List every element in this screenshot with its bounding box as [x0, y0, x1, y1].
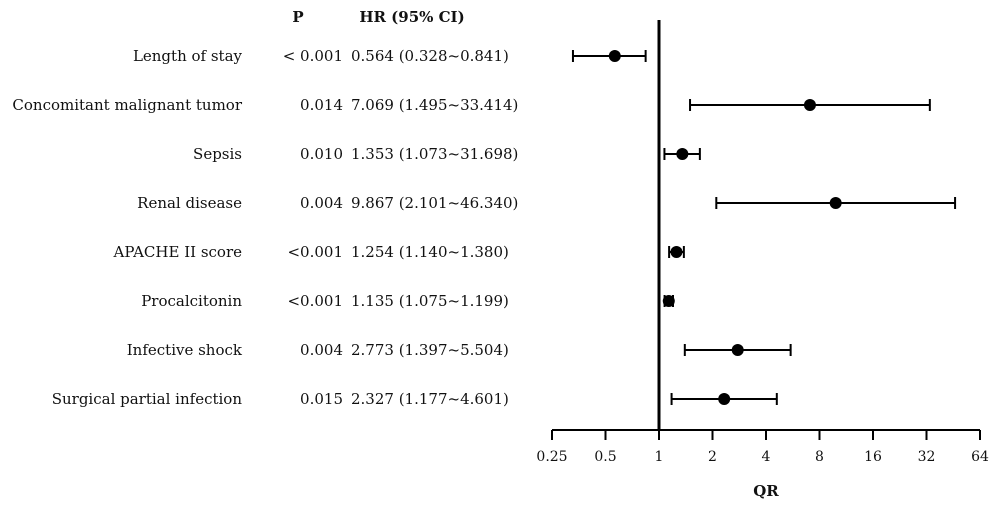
- x-axis: 0.25 0.5 1 2 4 8 16 32 64: [536, 20, 989, 465]
- forest-row: Sepsis 0.010 1.353 (1.073~31.698): [193, 145, 701, 163]
- row-p-value: 0.004: [300, 194, 343, 212]
- forest-row: Infective shock 0.004 2.773 (1.397~5.504): [127, 341, 792, 359]
- row-label: APACHE II score: [113, 243, 243, 261]
- row-hr-ci: 9.867 (2.101~46.340): [351, 194, 518, 212]
- row-hr-ci: 7.069 (1.495~33.414): [351, 96, 518, 114]
- row-label: Concomitant malignant tumor: [12, 96, 242, 114]
- row-label: Length of stay: [133, 47, 243, 65]
- rows-layer: Length of stay < 0.001 0.564 (0.328~0.841)…: [12, 47, 957, 408]
- row-p-value: <0.001: [287, 292, 343, 310]
- hr-point: [829, 197, 842, 209]
- hr-point: [670, 246, 683, 258]
- x-tick-label: 64: [971, 449, 989, 465]
- row-hr-ci: 1.254 (1.140~1.380): [351, 243, 509, 261]
- hr-point: [731, 344, 744, 356]
- row-hr-ci: 0.564 (0.328~0.841): [351, 47, 509, 65]
- x-tick-label: 2: [708, 449, 717, 465]
- forest-row: Length of stay < 0.001 0.564 (0.328~0.841): [133, 47, 647, 65]
- row-p-value: <0.001: [287, 243, 343, 261]
- hr-point: [676, 148, 689, 160]
- forest-row: Renal disease 0.004 9.867 (2.101~46.340): [137, 194, 957, 212]
- hr-point: [718, 393, 731, 405]
- row-p-value: < 0.001: [283, 47, 343, 65]
- row-hr-ci: 2.327 (1.177~4.601): [351, 390, 509, 408]
- hr-point: [608, 50, 621, 62]
- forest-row: APACHE II score <0.001 1.254 (1.140~1.380): [113, 243, 685, 261]
- row-label: Infective shock: [127, 341, 243, 359]
- x-tick-label: 4: [762, 449, 771, 465]
- row-p-value: 0.010: [300, 145, 343, 163]
- row-label: Surgical partial infection: [52, 390, 243, 408]
- x-tick-label: 32: [918, 449, 936, 465]
- row-p-value: 0.014: [300, 96, 343, 114]
- row-p-value: 0.004: [300, 341, 343, 359]
- hr-point: [803, 99, 816, 111]
- row-hr-ci: 2.773 (1.397~5.504): [351, 341, 509, 359]
- row-hr-ci: 1.353 (1.073~31.698): [351, 145, 518, 163]
- p-header: P: [292, 8, 303, 26]
- row-p-value: 0.015: [300, 390, 343, 408]
- hr-point: [662, 295, 675, 307]
- forest-row: Surgical partial infection 0.015 2.327 (1.…: [52, 390, 778, 408]
- forest-row: Concomitant malignant tumor 0.014 7.069 (1…: [12, 96, 931, 114]
- x-tick-label: 16: [864, 449, 882, 465]
- x-tick-label: 1: [655, 449, 664, 465]
- row-label: Renal disease: [137, 194, 242, 212]
- x-tick-label: 0.25: [536, 449, 567, 465]
- forest-row: Procalcitonin <0.001 1.135 (1.075~1.199): [141, 292, 675, 310]
- hr-header: HR (95% CI): [359, 8, 464, 26]
- x-tick-label: 8: [815, 449, 824, 465]
- row-hr-ci: 1.135 (1.075~1.199): [351, 292, 509, 310]
- row-label: Sepsis: [193, 145, 242, 163]
- x-tick-label: 0.5: [594, 449, 616, 465]
- row-label: Procalcitonin: [141, 292, 242, 310]
- x-axis-title: QR: [753, 482, 779, 500]
